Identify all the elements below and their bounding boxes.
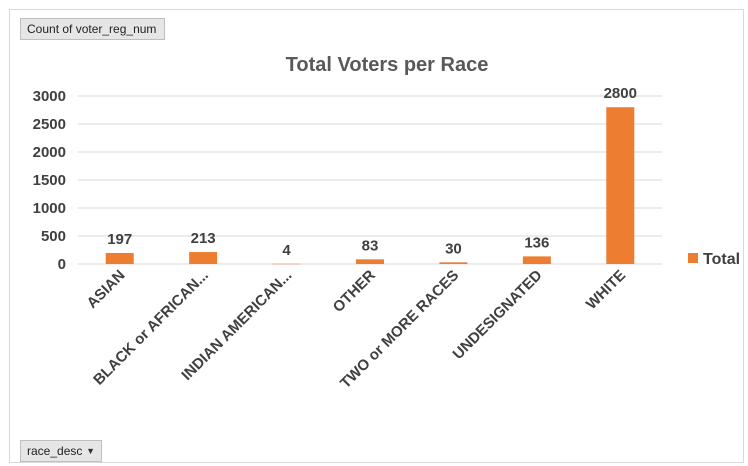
data-label: 30: [445, 240, 462, 257]
legend-swatch: [688, 253, 698, 263]
axis-field-label: race_desc: [27, 444, 83, 458]
x-tick-label: UNDESIGNATED: [450, 267, 546, 363]
bars: [105, 107, 635, 265]
value-field-button[interactable]: Count of voter_reg_num: [20, 18, 165, 40]
data-labels: 197 213 4 83 30 136 2800: [107, 85, 637, 259]
value-field-label: Count of voter_reg_num: [27, 22, 157, 36]
data-label: 4: [282, 242, 291, 259]
legend-label: Total: [703, 251, 740, 268]
data-label: 2800: [604, 85, 637, 102]
y-axis: 0 500 1000 1500 2000 2500 3000: [33, 88, 66, 273]
y-tick-label: 1500: [33, 172, 66, 189]
x-tick-label: WHITE: [583, 267, 629, 313]
y-tick-label: 0: [58, 256, 66, 273]
y-tick-label: 3000: [33, 88, 66, 105]
bar: [606, 107, 635, 264]
chart-title: Total Voters per Race: [286, 54, 489, 76]
data-label: 213: [191, 230, 216, 247]
bar: [522, 256, 551, 264]
chart-frame: [9, 9, 744, 463]
y-tick-label: 2000: [33, 144, 66, 161]
bar: [356, 259, 384, 264]
x-tick-label: OTHER: [330, 267, 379, 316]
y-tick-label: 1000: [33, 200, 66, 217]
legend: Total: [688, 251, 740, 268]
axis-field-button[interactable]: race_desc ▼: [20, 440, 102, 462]
bar: [272, 263, 301, 265]
x-tick-label: ASIAN: [84, 267, 129, 312]
gridlines: [78, 95, 662, 265]
dropdown-arrow-icon: ▼: [86, 446, 95, 456]
data-label: 197: [107, 231, 132, 248]
bar: [439, 262, 468, 264]
data-label: 136: [524, 234, 549, 251]
y-tick-label: 500: [41, 228, 66, 245]
y-tick-label: 2500: [33, 116, 66, 133]
data-label: 83: [362, 237, 379, 254]
bar: [189, 252, 218, 264]
bar: [105, 252, 134, 264]
